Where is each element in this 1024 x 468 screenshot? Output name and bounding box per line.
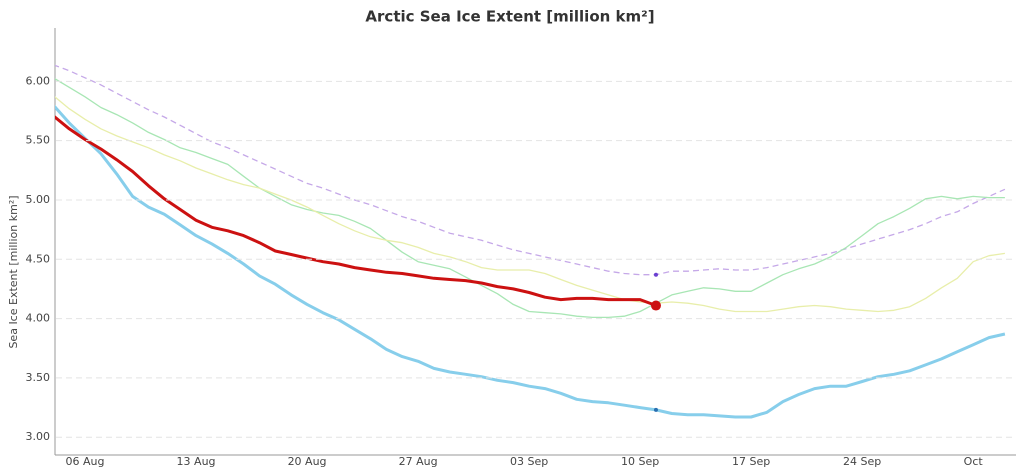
x-tick-label: 20 Aug (288, 455, 327, 468)
x-tick-label: 13 Aug (177, 455, 216, 468)
series-line (55, 96, 1005, 313)
y-tick-label: 4.00 (26, 312, 51, 325)
x-tick-label: 27 Aug (399, 455, 438, 468)
plot-area (55, 64, 1006, 419)
x-tick-label: 10 Sep (621, 455, 659, 468)
series-line (55, 64, 1006, 276)
x-tick-label: 03 Sep (510, 455, 548, 468)
y-tick-label: 3.00 (26, 430, 51, 443)
y-tick-label: 4.50 (26, 252, 51, 265)
point-marker (653, 272, 658, 277)
y-axis-label: Sea Ice Extent [million km²] (7, 195, 20, 348)
x-tick-label: 24 Sep (843, 455, 881, 468)
series-line (55, 104, 1006, 419)
x-tick-label: 17 Sep (732, 455, 770, 468)
series-line (55, 78, 1005, 319)
chart-title: Arctic Sea Ice Extent [million km²] (365, 8, 654, 26)
point-marker (653, 407, 658, 412)
y-tick-label: 3.50 (26, 371, 51, 384)
point-marker (650, 300, 661, 311)
x-tick-label: 06 Aug (66, 455, 105, 468)
x-tick-label: Oct (964, 455, 984, 468)
series-line (55, 115, 657, 307)
y-tick-label: 6.00 (26, 74, 51, 87)
y-tick-label: 5.00 (26, 193, 51, 206)
y-tick-label: 5.50 (26, 134, 51, 147)
